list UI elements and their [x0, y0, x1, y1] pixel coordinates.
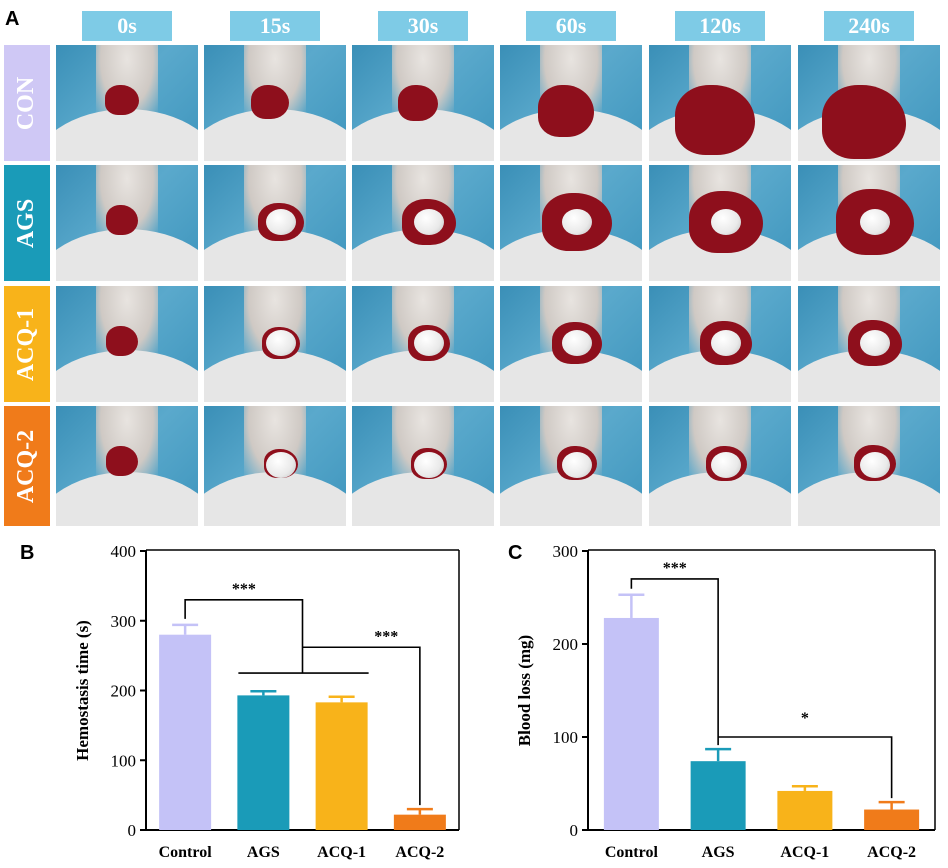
hemostatic-pad [562, 451, 593, 478]
wound-photo [500, 165, 642, 281]
blood-stain [675, 85, 755, 155]
wound-photo [500, 45, 642, 161]
category-label: AGS [702, 844, 735, 861]
y-tick-label: 100 [111, 751, 137, 770]
wound-photo [56, 45, 198, 161]
category-label: ACQ-2 [395, 844, 444, 861]
y-tick-label: 200 [553, 635, 579, 654]
wound-photo [798, 165, 940, 281]
hemostatic-pad [711, 330, 742, 357]
category-label: AGS [247, 844, 280, 861]
wound-photo [798, 45, 940, 161]
bar-control [603, 617, 659, 830]
blood-stain [106, 205, 138, 235]
time-label: 15s [230, 11, 320, 41]
bar-ags [690, 761, 746, 830]
group-label-con: CON [4, 45, 50, 161]
wound-photo [352, 406, 494, 526]
significance-bracket [184, 599, 304, 674]
group-label-ags: AGS [4, 165, 50, 281]
category-label: ACQ-1 [317, 844, 366, 861]
wound-photo [352, 286, 494, 402]
wound-photo [204, 406, 346, 526]
hemostatic-pad [860, 209, 891, 236]
wound-photo [798, 406, 940, 526]
time-label: 120s [675, 11, 765, 41]
wound-photo [649, 165, 791, 281]
blood-stain [398, 85, 438, 121]
category-label: Control [159, 844, 213, 861]
bar-acq-2 [393, 814, 446, 830]
wound-photo [56, 406, 198, 526]
wound-photo [500, 286, 642, 402]
y-tick-label: 300 [111, 612, 137, 631]
panel-label-b: B [20, 542, 35, 564]
panel-label-c: C [508, 542, 523, 564]
time-label: 240s [824, 11, 914, 41]
significance-marker: *** [663, 560, 687, 577]
wound-photo [649, 286, 791, 402]
y-axis-label: Blood loss (mg) [515, 635, 534, 746]
category-label: ACQ-2 [867, 844, 916, 861]
blood-stain [105, 85, 139, 115]
blood-stain [538, 85, 594, 137]
wound-photo [56, 286, 198, 402]
bar-acq-2 [864, 809, 920, 830]
group-label-acq-2: ACQ-2 [4, 406, 50, 526]
blood-stain [106, 446, 138, 476]
hemostatic-pad [860, 451, 891, 478]
bar-acq-1 [315, 702, 368, 830]
hemostatic-pad [414, 209, 445, 236]
y-tick-label: 200 [111, 682, 137, 701]
hemostatic-pad [414, 451, 445, 478]
wound-photo [204, 165, 346, 281]
significance-bracket [630, 578, 719, 746]
panel-label-a: A [5, 8, 20, 30]
hemostatic-pad [266, 209, 297, 236]
hemostatic-pad [266, 451, 297, 478]
wound-photo [649, 45, 791, 161]
hemostatic-pad [562, 330, 593, 357]
hemostatic-pad [711, 209, 742, 236]
bar-control [159, 634, 212, 830]
group-label-acq-1: ACQ-1 [4, 286, 50, 402]
time-label: 0s [82, 11, 172, 41]
blood-stain [106, 326, 138, 356]
hemostatic-pad [562, 209, 593, 236]
category-label: Control [605, 844, 659, 861]
wound-photo [204, 286, 346, 402]
hemostatic-pad [711, 451, 742, 478]
bar-ags [237, 695, 290, 830]
significance-bracket [718, 736, 893, 799]
hemostasis-time-chart: 0 100 200 300 400 Hemostasis time (s) Control A… [73, 542, 460, 861]
hemostatic-pad [414, 330, 445, 357]
wound-photo [500, 406, 642, 526]
time-label: 30s [378, 11, 468, 41]
y-tick-label: 0 [570, 821, 579, 840]
y-axis-label: Hemostasis time (s) [73, 620, 92, 761]
significance-bracket [302, 646, 421, 806]
bar-acq-1 [777, 790, 833, 830]
significance-marker: *** [374, 628, 398, 645]
hemostatic-pad [860, 330, 891, 357]
y-tick-label: 0 [128, 821, 137, 840]
wound-photo [352, 45, 494, 161]
y-tick-label: 300 [553, 542, 579, 561]
blood-stain [822, 85, 906, 159]
significance-marker: *** [232, 581, 256, 598]
hemostatic-pad [266, 330, 297, 357]
y-tick-label: 400 [111, 542, 137, 561]
blood-stain [251, 85, 289, 119]
blood-loss-chart: 0 100 200 300 Blood loss (mg) Control AGS ACQ-1… [515, 542, 936, 861]
category-label: ACQ-1 [780, 844, 829, 861]
wound-photo [352, 165, 494, 281]
time-label: 60s [526, 11, 616, 41]
wound-photo [649, 406, 791, 526]
wound-photo [56, 165, 198, 281]
wound-photo [204, 45, 346, 161]
significance-marker: * [801, 710, 809, 727]
y-tick-label: 100 [553, 728, 579, 747]
wound-photo [798, 286, 940, 402]
